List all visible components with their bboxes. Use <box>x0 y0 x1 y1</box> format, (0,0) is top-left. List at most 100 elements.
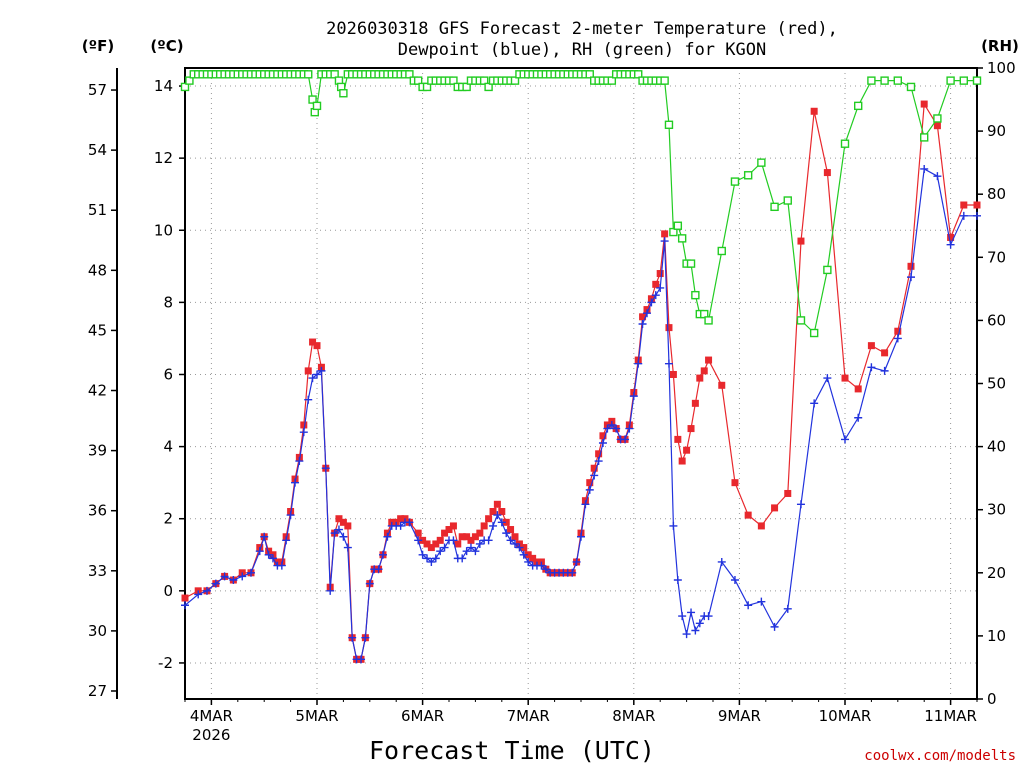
celsius-tick-label: 14 <box>154 77 173 95</box>
temperature-point <box>493 500 501 508</box>
dewpoint-point <box>304 395 313 404</box>
dewpoint-point <box>383 532 392 541</box>
dewpoint-point <box>374 565 383 574</box>
temperature-point <box>881 349 889 357</box>
celsius-tick-label: 6 <box>163 365 173 383</box>
relative-humidity-point <box>449 76 458 85</box>
relative-humidity-point <box>730 177 740 186</box>
rh-tick-label: 60 <box>987 311 1006 329</box>
temperature-point <box>529 554 537 562</box>
temperature-point <box>661 230 669 238</box>
rh-tick-label: 90 <box>987 122 1006 140</box>
relative-humidity-point <box>796 316 806 325</box>
dewpoint-point <box>423 554 432 563</box>
dewpoint-line <box>184 168 977 660</box>
dewpoint-point <box>471 547 480 556</box>
temperature-point <box>498 508 506 516</box>
temperature-point <box>520 544 528 552</box>
temperature-point <box>458 533 466 541</box>
temperature-point <box>854 385 862 393</box>
dewpoint-point <box>348 633 357 642</box>
relative-humidity-point <box>854 101 863 111</box>
dewpoint-point <box>691 626 700 635</box>
relative-humidity-point <box>462 82 471 92</box>
temperature-point <box>480 522 488 530</box>
x-tick-label: 9MAR <box>718 707 761 725</box>
dewpoint-point <box>673 576 682 585</box>
dewpoint-point <box>308 374 317 383</box>
celsius-tick-label: 8 <box>163 293 173 311</box>
temperature-point <box>757 522 765 530</box>
dewpoint-point <box>867 363 876 372</box>
fahrenheit-tick-label: 33 <box>88 562 107 580</box>
rh-tick-label: 80 <box>987 185 1006 203</box>
dewpoint-point <box>431 554 440 563</box>
dewpoint-point <box>475 539 484 548</box>
x-tick-sublabel: 2026 <box>192 726 230 744</box>
temperature-point <box>687 425 695 433</box>
dewpoint-point <box>194 590 203 599</box>
grid-lines <box>185 68 977 699</box>
dewpoint-point <box>466 543 475 552</box>
relative-humidity-point <box>413 76 423 85</box>
temperature-point <box>485 515 493 523</box>
temperature-point <box>590 464 598 472</box>
temperature-point <box>652 280 660 288</box>
relative-humidity-point <box>717 246 726 256</box>
dewpoint-point <box>770 622 779 631</box>
relative-humidity-point <box>867 76 876 85</box>
dewpoint-point <box>321 464 330 473</box>
dewpoint-point <box>255 547 264 556</box>
dewpoint-point <box>656 283 665 292</box>
celsius-axis-unit: (ºC) <box>150 37 183 55</box>
temperature-point <box>933 122 941 130</box>
dewpoint-point <box>647 298 656 307</box>
dewpoint-point <box>286 511 295 520</box>
dewpoint-point <box>299 428 308 437</box>
temperature-point <box>445 526 453 534</box>
dewpoint-point <box>436 547 445 556</box>
relative-humidity-point <box>607 76 617 85</box>
temperature-point <box>304 367 312 375</box>
celsius-tick-label: 10 <box>154 221 173 239</box>
dewpoint-point <box>678 612 687 621</box>
relative-humidity-point <box>180 82 190 92</box>
temperature-point <box>784 489 792 497</box>
relative-humidity-point <box>959 76 968 85</box>
temperature-point <box>771 504 779 512</box>
temperature-point <box>432 540 440 548</box>
dewpoint-point <box>669 521 678 530</box>
fahrenheit-tick-label: 54 <box>88 141 107 159</box>
temperature-point <box>423 540 431 548</box>
temperature-point <box>841 374 849 382</box>
dewpoint-point <box>396 521 405 530</box>
temperature-point <box>744 511 752 519</box>
dewpoint-point <box>572 557 581 566</box>
dewpoint-point <box>357 655 366 664</box>
dewpoint-point <box>493 511 502 520</box>
data-series <box>180 70 982 664</box>
temperature-point <box>907 262 915 270</box>
dewpoint-series <box>181 164 981 664</box>
temperature-point <box>502 518 510 526</box>
chart-title-line1: 2026030318 GFS Forecast 2-meter Temperat… <box>326 19 838 39</box>
temperature-point <box>300 421 308 429</box>
dewpoint-point <box>854 413 863 422</box>
relative-humidity-series <box>180 70 982 338</box>
dewpoint-point <box>577 532 585 541</box>
x-tick-label: 8MAR <box>612 707 655 725</box>
relative-humidity-point <box>906 82 916 92</box>
temperature-point <box>656 270 664 278</box>
dewpoint-point <box>524 557 533 566</box>
fahrenheit-tick-label: 45 <box>88 321 107 339</box>
dewpoint-point <box>946 240 955 249</box>
relative-humidity-point <box>783 196 792 205</box>
dewpoint-point <box>590 471 599 480</box>
dewpoint-point <box>268 554 277 563</box>
dewpoint-point <box>893 334 902 343</box>
dewpoint-point <box>651 291 660 300</box>
temperature-point <box>471 533 479 541</box>
dewpoint-point <box>810 399 819 408</box>
temperature-point <box>823 169 831 177</box>
relative-humidity-point <box>743 171 753 180</box>
